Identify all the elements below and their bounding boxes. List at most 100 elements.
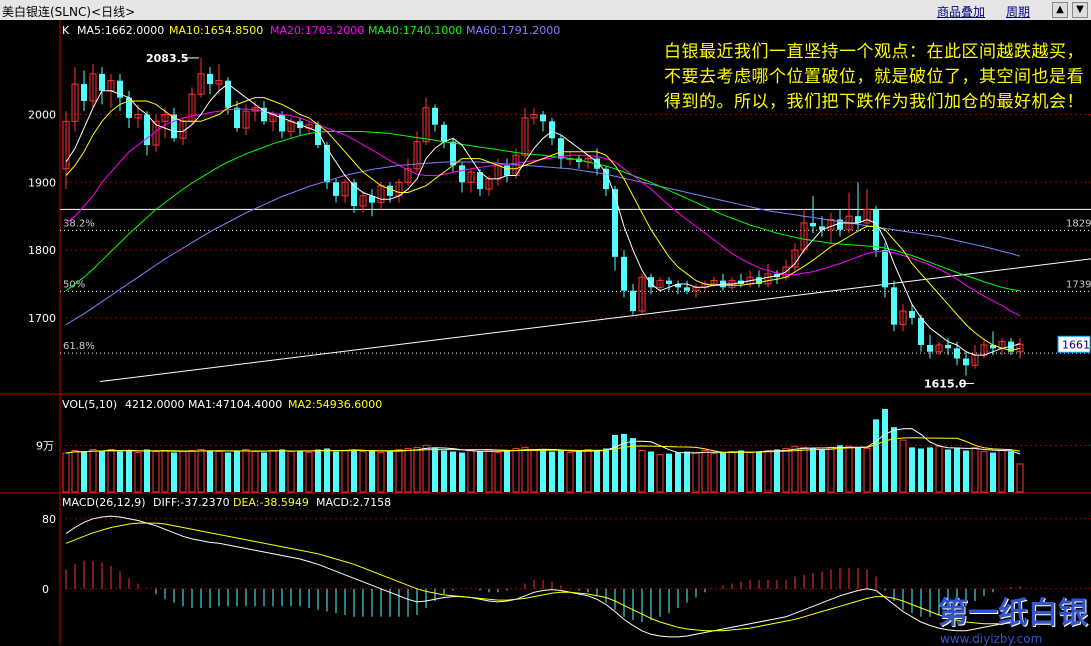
volume-bar-down <box>387 451 393 492</box>
volume-bar-up <box>359 451 367 493</box>
candle-body-down <box>171 114 177 139</box>
candle-body-up <box>215 80 223 85</box>
volume-bar-up <box>251 451 259 493</box>
volume-bar-down <box>171 452 177 492</box>
volume-bar-down <box>81 451 87 492</box>
volume-bar-down <box>261 452 267 492</box>
candle-body-down <box>333 182 339 196</box>
candle-body-up <box>710 280 718 285</box>
volume-bar-up <box>692 452 700 493</box>
volume-bar-down <box>126 450 132 492</box>
volume-tick-label: 9万 <box>36 439 54 452</box>
candle-body-down <box>882 250 888 288</box>
volume-bar-up <box>791 445 799 493</box>
overlay-menu-link[interactable]: 商品叠加 <box>937 5 986 19</box>
volume-bar-down <box>648 451 654 492</box>
candle-body-down <box>126 97 132 118</box>
legend-vol-value: 4212.0000 <box>125 398 185 411</box>
candle-body-down <box>540 114 546 122</box>
scroll-up-icon[interactable]: ▲ <box>1052 2 1068 18</box>
volume-bar-down <box>441 450 447 492</box>
candle-body-down <box>369 195 375 203</box>
candle-body-up <box>656 280 664 288</box>
volume-bar-down <box>675 452 681 492</box>
volume-bar-up <box>89 448 97 493</box>
macd-tick-label: 0 <box>42 583 49 596</box>
volume-bar-down <box>1008 451 1014 492</box>
volume-bar-up <box>305 452 313 493</box>
volume-bar-down <box>603 448 609 492</box>
volume-bar-down <box>540 450 546 492</box>
candle-body-up <box>863 208 871 224</box>
candle-body-down <box>459 165 465 183</box>
candle-body-down <box>603 168 609 190</box>
volume-bar-down <box>882 409 888 492</box>
volume-bar-up <box>197 448 205 493</box>
candle-body-up <box>134 114 142 119</box>
fib-label: 61.8% <box>63 341 95 352</box>
volume-bar-up <box>800 446 808 493</box>
legend-ma20: MA20:1703.2000 <box>270 24 364 37</box>
candle-body-up <box>1016 343 1024 353</box>
volume-bar-up <box>215 451 223 493</box>
volume-bar-down <box>630 438 636 492</box>
volume-bar-up <box>827 446 835 493</box>
current-price-box <box>1057 335 1091 353</box>
candle-body-up <box>359 195 367 207</box>
candle-body-down <box>891 287 897 325</box>
period-menu-link[interactable]: 周期 <box>1006 5 1031 19</box>
candle-body-down <box>450 141 456 166</box>
volume-bar-up <box>782 447 790 493</box>
volume-bar-down <box>927 447 933 492</box>
price-tick-label: 1900 <box>28 176 56 189</box>
volume-bar-down <box>144 449 150 492</box>
candle-body-down <box>558 138 564 159</box>
candle-body-down <box>441 124 447 142</box>
candle-body-up <box>521 117 529 156</box>
volume-bar-down <box>477 451 483 492</box>
candle-body-down <box>225 80 231 108</box>
legend-macd-value: MACD:2.7158 <box>316 496 391 509</box>
candlestick-chart[interactable]: 200019001800170038.2%182950%173961.8%164… <box>0 20 1091 645</box>
legend-diff: DIFF:-37.2370 <box>153 496 230 509</box>
volume-bar-up <box>413 446 421 493</box>
volume-bar-up <box>467 450 475 493</box>
volume-bar-up <box>998 450 1006 493</box>
price-tick-label: 2000 <box>28 109 56 122</box>
volume-bar-up <box>980 451 988 493</box>
watermark-title: 第一纸白银 <box>938 596 1088 631</box>
candle-body-down <box>144 114 150 146</box>
candle-body-down <box>315 124 321 146</box>
legend-labels: K MA5:1662.0000 MA10:1654.8500 MA20:1703… <box>62 24 560 509</box>
candle-body-up <box>404 168 412 183</box>
volume-bar-down <box>549 451 555 492</box>
candle-body-down <box>918 317 924 345</box>
volume-bar-up <box>863 447 871 493</box>
volume-bar-down <box>117 451 123 492</box>
volume-bar-up <box>494 452 502 493</box>
candle-body-down <box>855 216 861 223</box>
volume-bar-up <box>728 451 736 493</box>
volume-bar-down <box>432 448 438 492</box>
legend-ma40: MA40:1740.1000 <box>368 24 462 37</box>
candle-body-down <box>207 73 213 85</box>
volume-bar-down <box>855 447 861 492</box>
volume-bar-up <box>530 448 538 493</box>
candle-body-down <box>612 189 618 257</box>
candle-body-down <box>432 107 438 125</box>
candle-body-down <box>945 344 951 349</box>
fib-label: 38.2% <box>63 218 95 229</box>
candle-body-up <box>530 114 538 119</box>
candle-body-down <box>675 283 681 288</box>
volume-bar-down <box>315 449 321 492</box>
volume-bar-up <box>566 452 574 493</box>
volume-bar-down <box>450 451 456 492</box>
volume-bar-up <box>971 446 979 493</box>
volume-bar-up <box>422 444 430 493</box>
volume-bar-up <box>134 452 142 493</box>
candle-body-down <box>909 311 915 318</box>
candle-body-up <box>62 120 70 170</box>
scroll-down-icon[interactable]: ▼ <box>1072 2 1088 18</box>
candle-body-down <box>837 219 843 230</box>
candle-body-down <box>351 182 357 207</box>
